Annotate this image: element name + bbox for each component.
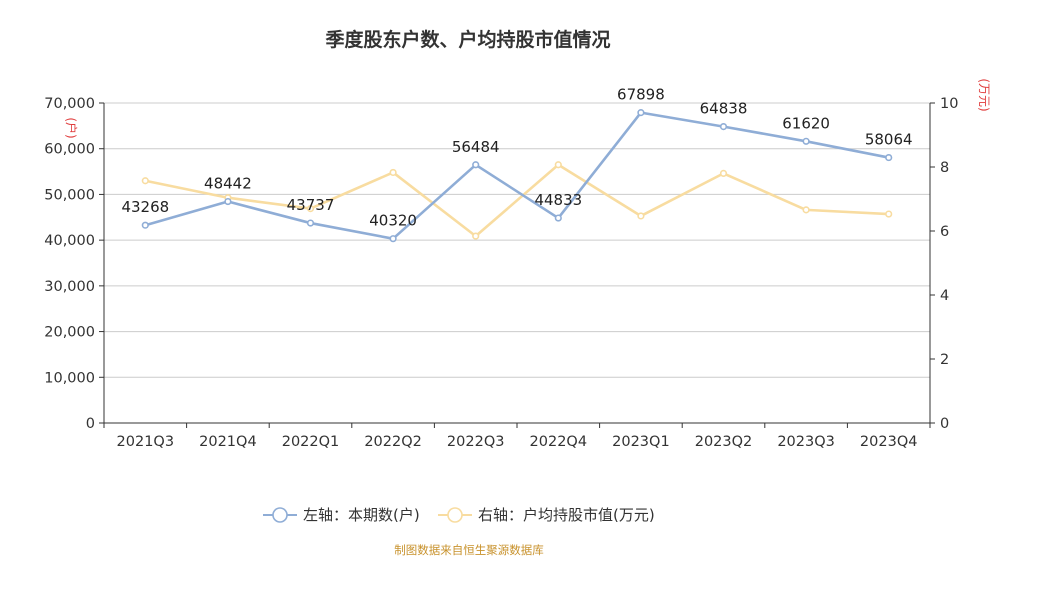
data-label: 67898 bbox=[617, 86, 665, 104]
left-axis-tick-label: 10,000 bbox=[44, 370, 95, 386]
data-point-right[interactable] bbox=[719, 169, 728, 177]
data-label: 40320 bbox=[369, 212, 417, 230]
axes: 0 10,000 20,000 30,000 40,000 50,000 60,000 70,… bbox=[44, 96, 958, 450]
x-axis-tick-label: 2023Q2 bbox=[695, 434, 753, 450]
left-axis-tick-label: 50,000 bbox=[44, 187, 95, 203]
right-axis-tick-label: 2 bbox=[940, 352, 949, 368]
legend-circle-icon bbox=[272, 507, 288, 523]
data-point-left[interactable] bbox=[719, 122, 728, 131]
data-point-right[interactable] bbox=[885, 210, 893, 218]
right-axis-tick-label: 0 bbox=[940, 416, 949, 432]
right-axis-unit: (万元) bbox=[977, 78, 991, 111]
data-label: 44833 bbox=[534, 191, 582, 209]
left-axis-unit: (户) bbox=[64, 117, 79, 138]
data-point-left[interactable] bbox=[141, 221, 149, 229]
data-point-left[interactable] bbox=[637, 109, 645, 117]
x-axis-tick-label: 2023Q3 bbox=[777, 434, 835, 450]
left-axis-tick-label: 60,000 bbox=[44, 142, 95, 158]
legend-item-right-series[interactable]: 右轴：户均持股市值(万元) bbox=[438, 506, 655, 524]
data-point-right[interactable] bbox=[472, 232, 480, 240]
data-point-right[interactable] bbox=[306, 205, 315, 213]
left-axis-tick-label: 30,000 bbox=[44, 279, 95, 295]
left-axis-tick-label: 20,000 bbox=[44, 325, 95, 341]
source-note: 制图数据来自恒生聚源数据库 bbox=[394, 543, 544, 557]
x-axis-tick-label: 2023Q1 bbox=[612, 434, 670, 450]
data-label: 58064 bbox=[865, 131, 913, 149]
data-point-right[interactable] bbox=[802, 206, 810, 214]
series-line-right bbox=[145, 163, 889, 238]
data-point-left[interactable] bbox=[472, 161, 480, 169]
series-line-left bbox=[144, 111, 889, 240]
left-axis-tick-label: 0 bbox=[86, 416, 95, 432]
data-point-right[interactable] bbox=[637, 212, 645, 220]
data-point-left[interactable] bbox=[224, 197, 232, 206]
x-axis-tick-label: 2023Q4 bbox=[860, 434, 918, 450]
data-label: 56484 bbox=[452, 138, 500, 156]
chart-title: 季度股东户数、户均持股市值情况 bbox=[325, 28, 610, 51]
x-axis-tick-label: 2021Q3 bbox=[117, 434, 175, 450]
x-axis-tick-label: 2022Q2 bbox=[364, 434, 422, 450]
right-axis-tick-label: 6 bbox=[940, 224, 949, 240]
right-axis-tick-label: 8 bbox=[940, 160, 949, 176]
left-axis-tick-label: 70,000 bbox=[44, 96, 95, 112]
data-point-left[interactable] bbox=[554, 214, 562, 222]
data-point-left[interactable] bbox=[306, 219, 315, 227]
left-axis-tick-label: 40,000 bbox=[44, 233, 95, 249]
data-point-right[interactable] bbox=[554, 161, 562, 169]
data-label: 43737 bbox=[287, 196, 335, 214]
grid bbox=[104, 102, 930, 378]
x-axis-tick-label: 2022Q4 bbox=[530, 434, 588, 450]
right-axis-tick-label: 10 bbox=[940, 96, 958, 112]
legend-item-left-series[interactable]: 左轴：本期数(户) bbox=[263, 506, 420, 524]
legend-circle-icon bbox=[447, 507, 463, 523]
legend-label-right-series: 右轴：户均持股市值(万元) bbox=[478, 506, 655, 524]
x-axis-tick-label: 2022Q1 bbox=[282, 434, 340, 450]
x-axis-tick-label: 2022Q3 bbox=[447, 434, 505, 450]
data-label: 48442 bbox=[204, 175, 252, 193]
data-label: 64838 bbox=[700, 100, 748, 118]
data-point-left[interactable] bbox=[389, 235, 397, 243]
data-point-right[interactable] bbox=[389, 168, 397, 177]
data-point-right[interactable] bbox=[141, 177, 149, 185]
x-axis-tick-label: 2021Q4 bbox=[199, 434, 257, 450]
data-label: 43268 bbox=[121, 198, 169, 216]
data-label: 61620 bbox=[782, 114, 830, 132]
legend-label-left-series: 左轴：本期数(户) bbox=[303, 506, 420, 524]
right-axis-tick-label: 4 bbox=[940, 288, 949, 304]
data-point-left[interactable] bbox=[802, 137, 810, 145]
series-layer: 43268 48442 43737 40320 56484 44833 67898 64838… bbox=[121, 86, 913, 243]
data-point-left[interactable] bbox=[885, 153, 893, 162]
legend[interactable]: 左轴：本期数(户) 右轴：户均持股市值(万元) bbox=[263, 506, 655, 524]
